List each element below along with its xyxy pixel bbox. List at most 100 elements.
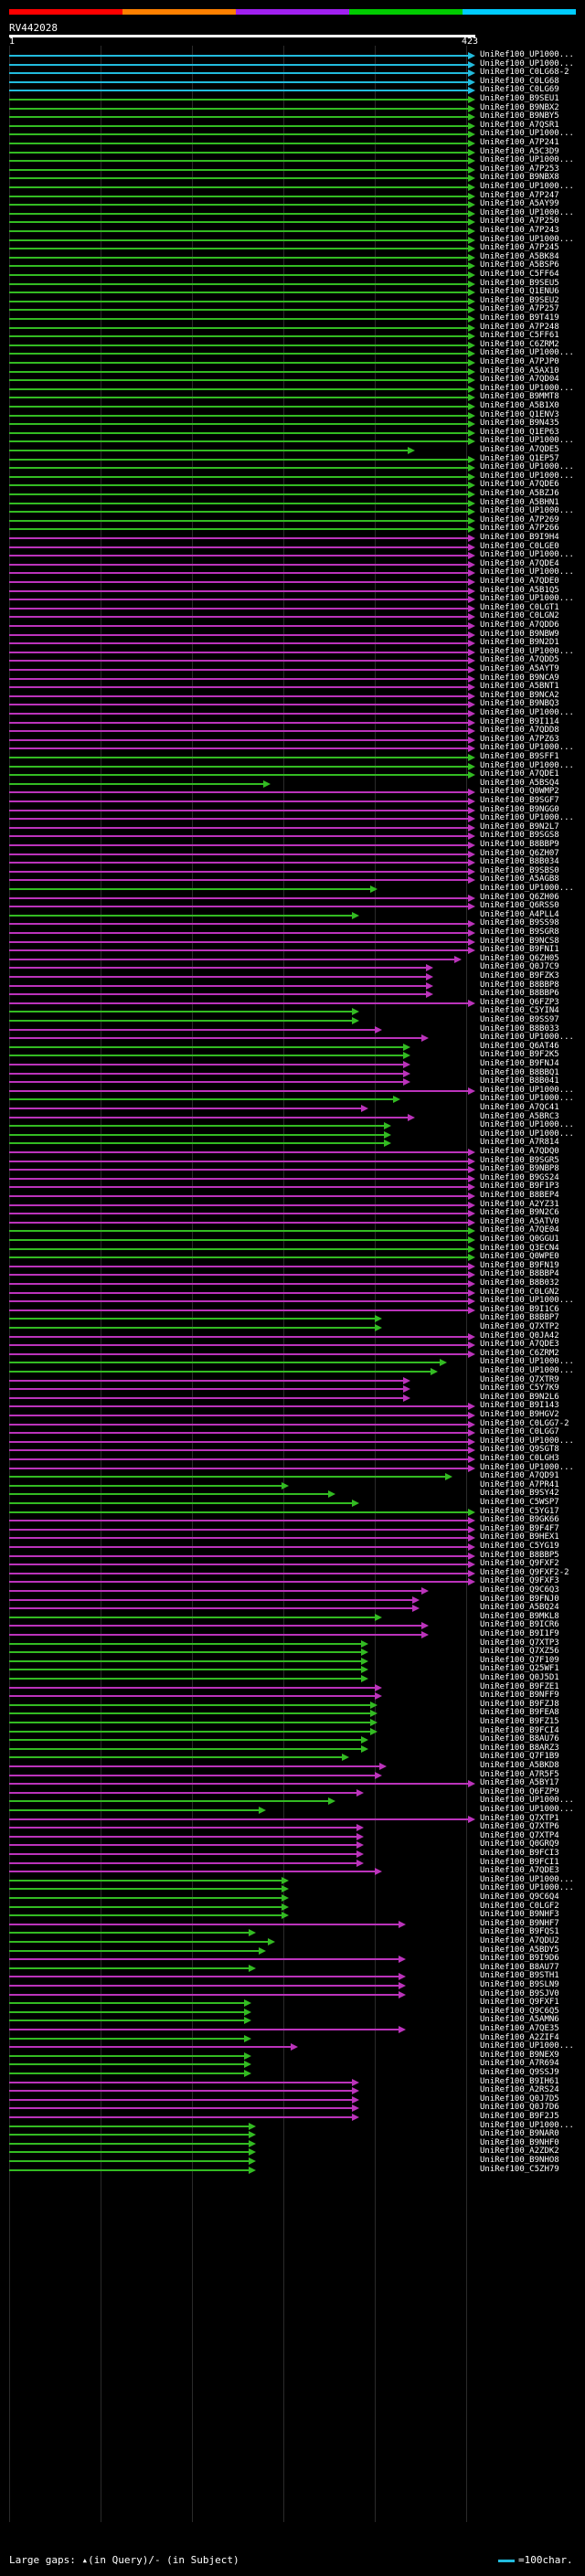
hit-row[interactable] bbox=[9, 1577, 475, 1586]
hit-row[interactable] bbox=[9, 832, 475, 841]
hit-row[interactable] bbox=[9, 419, 475, 429]
hit-row[interactable] bbox=[9, 568, 475, 578]
hit-label[interactable]: UniRef100_B8B034 bbox=[480, 857, 559, 867]
hit-row[interactable] bbox=[9, 2095, 359, 2104]
hit-row[interactable] bbox=[9, 1279, 475, 1288]
hit-row[interactable] bbox=[9, 1981, 406, 1990]
hit-row[interactable] bbox=[9, 718, 475, 727]
hit-label[interactable]: UniRef100_B9FZ15 bbox=[480, 1717, 559, 1726]
hit-label[interactable]: UniRef100_UP1000... bbox=[480, 155, 574, 165]
hit-row[interactable] bbox=[9, 1639, 368, 1648]
hit-row[interactable] bbox=[9, 1182, 475, 1192]
hit-label[interactable]: UniRef100_B9FQS1 bbox=[480, 1927, 559, 1937]
hit-label[interactable]: UniRef100_B9N2L6 bbox=[480, 1392, 559, 1402]
hit-row[interactable] bbox=[9, 1595, 420, 1605]
hit-row[interactable] bbox=[9, 1245, 475, 1254]
hit-label[interactable]: UniRef100_B9I1C6 bbox=[480, 1304, 559, 1314]
hit-row[interactable] bbox=[9, 1823, 364, 1832]
hit-label[interactable]: UniRef100_C0LGT1 bbox=[480, 602, 559, 612]
hit-label[interactable]: UniRef100_Q7XTR9 bbox=[480, 1374, 559, 1384]
hit-label[interactable]: UniRef100_UP1000... bbox=[480, 58, 574, 69]
hit-row[interactable] bbox=[9, 490, 475, 499]
hit-row[interactable] bbox=[9, 762, 475, 771]
hit-label[interactable]: UniRef100_B8BBP7 bbox=[480, 1313, 559, 1323]
hit-label[interactable]: UniRef100_B9GS24 bbox=[480, 1172, 559, 1182]
hit-row[interactable] bbox=[9, 823, 475, 832]
hit-row[interactable] bbox=[9, 1446, 475, 1455]
hit-label[interactable]: UniRef100_A5BSP6 bbox=[480, 260, 559, 270]
hit-row[interactable] bbox=[9, 1569, 475, 1578]
hit-label[interactable]: UniRef100_Q9SSJ9 bbox=[480, 2068, 559, 2077]
hit-row[interactable] bbox=[9, 1394, 410, 1403]
hit-label[interactable]: UniRef100_B9SY42 bbox=[480, 1489, 559, 1499]
hit-row[interactable] bbox=[9, 1779, 475, 1788]
hit-row[interactable] bbox=[9, 1437, 475, 1447]
hit-row[interactable] bbox=[9, 463, 475, 472]
hit-row[interactable] bbox=[9, 1323, 382, 1332]
hit-label[interactable]: UniRef100_Q0J7D5 bbox=[480, 2094, 559, 2104]
hit-label[interactable]: UniRef100_A5B1X0 bbox=[480, 401, 559, 410]
hit-row[interactable] bbox=[9, 1525, 475, 1534]
hit-label[interactable]: UniRef100_UP1000... bbox=[480, 2120, 574, 2130]
hit-label[interactable]: UniRef100_B9FZE1 bbox=[480, 1681, 559, 1691]
hit-label[interactable]: UniRef100_UP1000... bbox=[480, 129, 574, 139]
hit-label[interactable]: UniRef100_Q9FXF1 bbox=[480, 1998, 559, 2008]
hit-label[interactable]: UniRef100_UP1000... bbox=[480, 567, 574, 578]
hit-label[interactable]: UniRef100_B9SS97 bbox=[480, 1015, 559, 1024]
hit-label[interactable]: UniRef100_B9NBX2 bbox=[480, 102, 559, 112]
hit-label[interactable]: UniRef100_A2RS24 bbox=[480, 2085, 559, 2095]
hit-row[interactable] bbox=[9, 639, 475, 648]
hit-label[interactable]: UniRef100_UP1000... bbox=[480, 1033, 574, 1043]
hit-row[interactable] bbox=[9, 595, 475, 604]
hit-row[interactable] bbox=[9, 2166, 257, 2175]
hit-row[interactable] bbox=[9, 1332, 475, 1341]
hit-label[interactable]: UniRef100_B9SEU5 bbox=[480, 278, 559, 288]
hit-row[interactable] bbox=[9, 814, 475, 823]
hit-label[interactable]: UniRef100_Q9C6Q4 bbox=[480, 1892, 559, 1902]
hit-row[interactable] bbox=[9, 955, 462, 964]
hit-label[interactable]: UniRef100_A7QDD8 bbox=[480, 726, 559, 736]
hit-label[interactable]: UniRef100_UP1000... bbox=[480, 182, 574, 191]
hit-row[interactable] bbox=[9, 323, 475, 333]
hit-row[interactable] bbox=[9, 1376, 410, 1385]
hit-row[interactable] bbox=[9, 1542, 475, 1552]
hit-row[interactable] bbox=[9, 2042, 299, 2051]
hit-row[interactable] bbox=[9, 1350, 475, 1359]
hit-row[interactable] bbox=[9, 1859, 364, 1868]
hit-row[interactable] bbox=[9, 788, 475, 797]
hit-row[interactable] bbox=[9, 858, 475, 867]
hit-row[interactable] bbox=[9, 209, 475, 218]
hit-label[interactable]: UniRef100_A5BZJ6 bbox=[480, 489, 559, 498]
hit-label[interactable]: UniRef100_Q0GGU1 bbox=[480, 1235, 559, 1244]
hit-label[interactable]: UniRef100_C0LGG7 bbox=[480, 1427, 559, 1437]
hit-label[interactable]: UniRef100_UP1000... bbox=[480, 1085, 574, 1095]
hit-row[interactable] bbox=[9, 130, 475, 139]
hit-row[interactable] bbox=[9, 938, 475, 947]
hit-row[interactable] bbox=[9, 1674, 368, 1683]
hit-row[interactable] bbox=[9, 1797, 335, 1806]
hit-row[interactable] bbox=[9, 1788, 364, 1797]
hit-label[interactable]: UniRef100_B9MKL8 bbox=[480, 1611, 559, 1621]
hit-row[interactable] bbox=[9, 726, 475, 736]
hit-row[interactable] bbox=[9, 1069, 410, 1078]
hit-row[interactable] bbox=[9, 227, 475, 236]
hit-label[interactable]: UniRef100_C6ZRM2 bbox=[480, 339, 559, 349]
hit-label[interactable]: UniRef100_Q0J7C9 bbox=[480, 962, 559, 972]
hit-label[interactable]: UniRef100_A7P269 bbox=[480, 514, 559, 525]
hit-row[interactable] bbox=[9, 288, 475, 297]
hit-row[interactable] bbox=[9, 1884, 289, 1893]
hit-row[interactable] bbox=[9, 867, 475, 876]
hit-label[interactable]: UniRef100_C0LGG7-2 bbox=[480, 1418, 569, 1428]
hit-row[interactable] bbox=[9, 446, 415, 455]
hit-label[interactable]: UniRef100_UP1000... bbox=[480, 1094, 574, 1104]
hit-label[interactable]: UniRef100_B9HEX1 bbox=[480, 1532, 559, 1542]
hit-label[interactable]: UniRef100_UP1000... bbox=[480, 1883, 574, 1893]
hit-label[interactable]: UniRef100_Q9C6Q3 bbox=[480, 1585, 559, 1595]
hit-row[interactable] bbox=[9, 981, 434, 991]
hit-label[interactable]: UniRef100_A7QDE3 bbox=[480, 1340, 559, 1350]
hit-row[interactable] bbox=[9, 69, 475, 78]
hit-label[interactable]: UniRef100_Q0JA42 bbox=[480, 1330, 559, 1341]
hit-row[interactable] bbox=[9, 1060, 410, 1069]
hit-label[interactable]: UniRef100_UP1000... bbox=[480, 462, 574, 472]
hit-row[interactable] bbox=[9, 472, 475, 482]
